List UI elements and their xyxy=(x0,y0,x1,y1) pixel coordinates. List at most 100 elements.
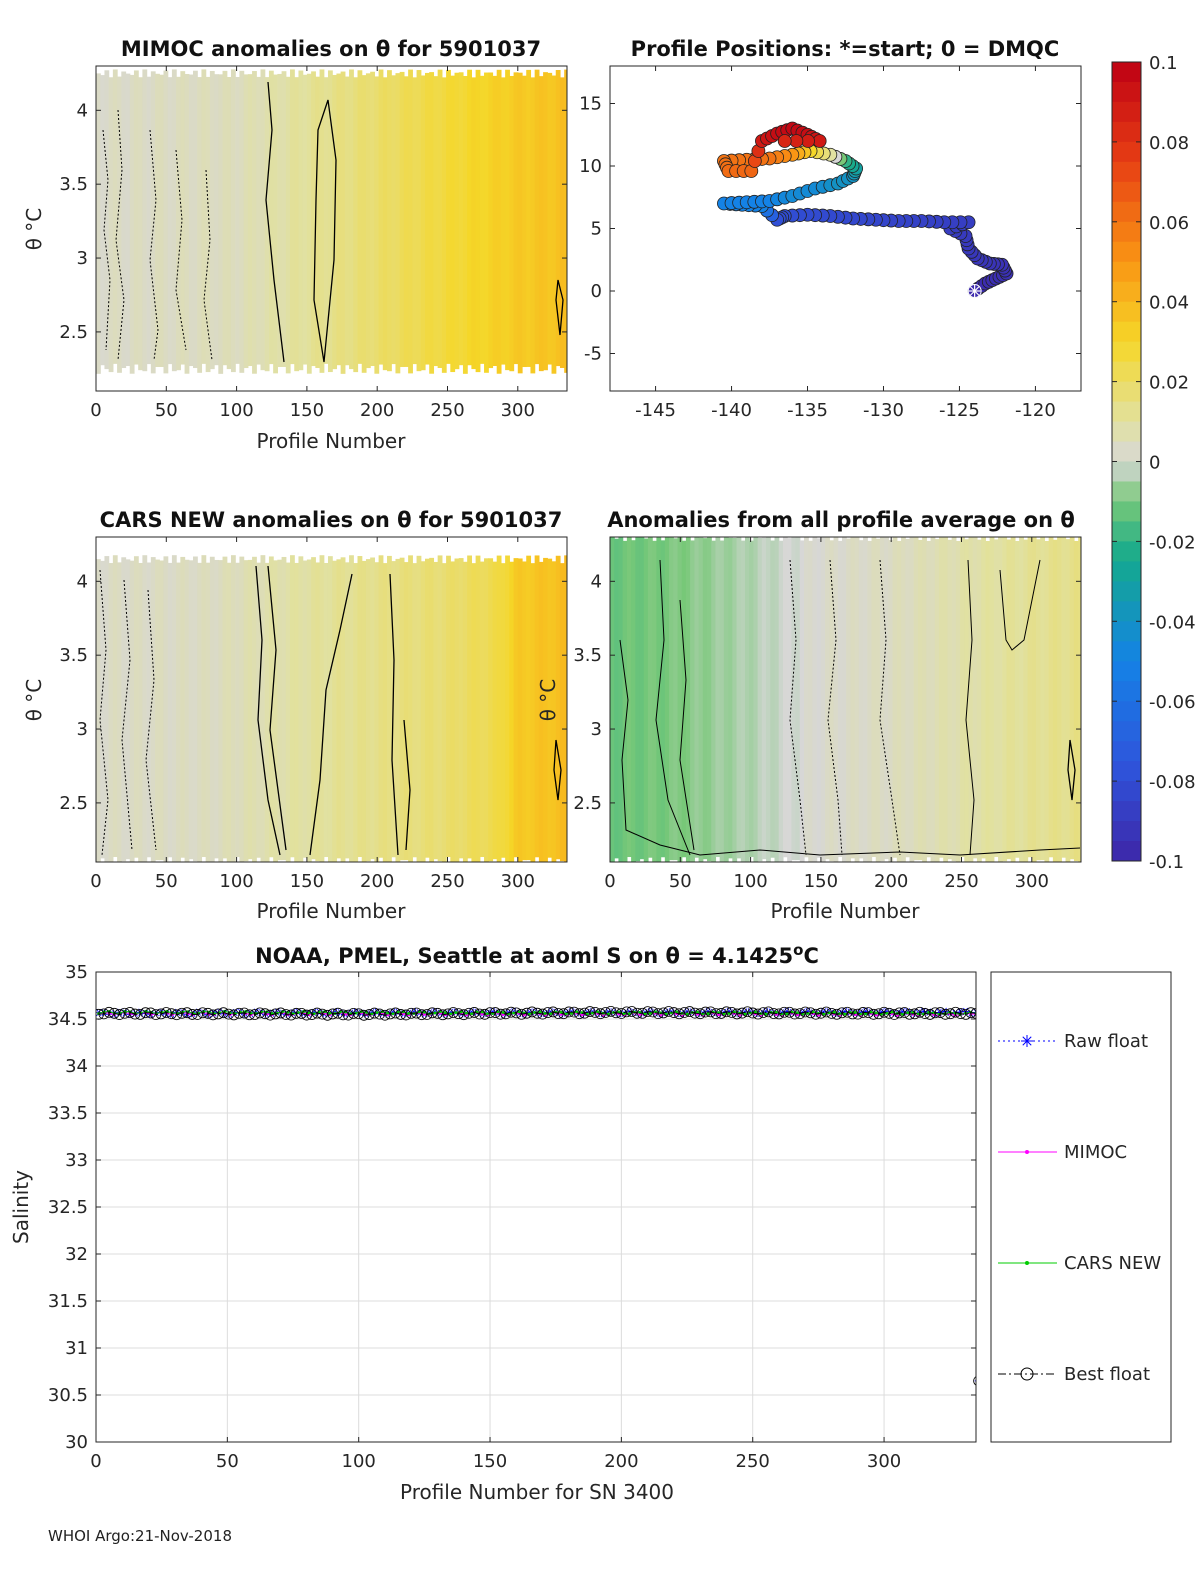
series-marker xyxy=(642,1006,654,1017)
colorbar-tick-label: 0.1 xyxy=(1149,53,1178,74)
heatmap-cell xyxy=(534,69,540,365)
colorbar-segment xyxy=(1112,241,1141,263)
series-marker xyxy=(369,1007,380,1019)
heatmap-cell xyxy=(319,69,325,373)
heatmap-cell xyxy=(429,72,435,374)
mimoc-xtick-label: 100 xyxy=(219,400,253,421)
series-marker xyxy=(742,1006,753,1018)
series-marker xyxy=(426,1007,438,1019)
colorbar-segment xyxy=(1112,441,1141,462)
heatmap-cell xyxy=(197,562,203,862)
colorbar-segment xyxy=(1112,141,1141,163)
heatmap-cell xyxy=(104,556,110,862)
salinity-series xyxy=(96,1005,981,1386)
heatmap-cell xyxy=(171,69,177,372)
heatmap-cell xyxy=(332,560,338,862)
series-marker xyxy=(768,1008,780,1019)
heatmap-cell xyxy=(892,537,898,858)
series-marker xyxy=(405,1007,417,1019)
cars-ytick-label: 2.5 xyxy=(59,793,88,814)
series-marker xyxy=(474,1008,485,1020)
series-marker xyxy=(721,1006,732,1018)
colorbar-segment xyxy=(1112,641,1141,662)
heatmap-cell xyxy=(247,559,253,860)
heatmap-cell xyxy=(138,562,143,862)
positions-xtick-label: -120 xyxy=(1015,400,1056,421)
series-marker xyxy=(636,1007,648,1019)
cars-title: CARS NEW anomalies on θ for 5901037 xyxy=(100,508,563,532)
heatmap-cell xyxy=(559,77,565,368)
heatmap-cell xyxy=(782,537,788,858)
heatmap-cell xyxy=(820,537,826,862)
heatmap-cell xyxy=(450,75,456,373)
series-marker xyxy=(166,1008,177,1020)
heatmap-cell xyxy=(349,555,354,862)
salinity-ytick-label: 33.5 xyxy=(48,1103,88,1124)
series-marker xyxy=(752,1008,764,1020)
heatmap-cell xyxy=(795,537,801,861)
series-marker xyxy=(207,1009,219,1021)
legend-label: Raw float xyxy=(1064,1031,1148,1052)
heatmap-cell xyxy=(509,561,515,862)
series-marker xyxy=(648,1011,652,1015)
heatmap-cell xyxy=(656,537,662,862)
average-x-axis: 0 50 100 150 200 250 300 xyxy=(604,537,1049,892)
series-marker xyxy=(533,1011,537,1015)
heatmap-cell xyxy=(564,555,567,862)
colorbar-segment xyxy=(1112,561,1141,582)
series-marker xyxy=(433,1011,437,1015)
heatmap-cell xyxy=(382,77,388,371)
heatmap-cell xyxy=(1040,537,1046,861)
heatmap-cell xyxy=(311,557,316,860)
heatmap-cell xyxy=(951,537,957,862)
heatmap-cell xyxy=(517,72,523,374)
positions-ytick-label: 10 xyxy=(579,156,602,177)
series-marker xyxy=(280,1009,292,1020)
heatmap-cell xyxy=(1027,537,1033,858)
heatmap-cell xyxy=(370,557,375,860)
series-marker xyxy=(527,1012,531,1016)
heatmap-cell xyxy=(677,537,683,862)
colorbar-segment xyxy=(1112,801,1141,822)
heatmap-cell xyxy=(947,539,953,860)
legend-label: CARS NEW xyxy=(1064,1253,1161,1274)
colorbar-ticks: 0.1 0.08 0.06 0.04 0.02 0 -0.02 -0.04 -0.06 -0.08… xyxy=(1112,53,1196,873)
series-marker xyxy=(764,1012,768,1016)
series-marker xyxy=(453,1008,464,1020)
series-marker xyxy=(973,1376,976,1386)
series-marker xyxy=(328,1011,332,1015)
colorbar-tick-label: -0.02 xyxy=(1149,532,1196,553)
series-marker xyxy=(192,1009,203,1020)
heatmap-cell xyxy=(471,77,477,370)
heatmap-cell xyxy=(268,70,274,365)
series-marker xyxy=(437,1009,449,1021)
positions-ytick-label: 0 xyxy=(591,281,602,302)
series-marker xyxy=(443,1011,447,1015)
series-marker xyxy=(458,1009,470,1021)
series-marker xyxy=(939,1008,951,1020)
heatmap-cell xyxy=(522,75,527,368)
series-marker xyxy=(977,1377,981,1384)
heatmap-cell xyxy=(108,563,114,862)
salinity-ytick-label: 31 xyxy=(65,1338,88,1359)
heatmap-cell xyxy=(888,540,894,862)
series-marker xyxy=(852,1008,864,1020)
heatmap-cell xyxy=(256,76,262,365)
salinity-title: NOAA, PMEL, Seattle at aoml S on θ = 4.1… xyxy=(255,941,819,968)
series-marker xyxy=(722,1012,726,1016)
heatmap-cell xyxy=(471,563,477,862)
heatmap-cell xyxy=(488,558,494,862)
heatmap-cell xyxy=(340,557,346,862)
heatmap-cell xyxy=(450,561,456,862)
series-marker xyxy=(757,1007,769,1019)
series-marker xyxy=(973,1008,976,1014)
average-xtick-label: 0 xyxy=(604,871,615,892)
heatmap-cell xyxy=(306,559,312,862)
series-marker xyxy=(904,1008,915,1020)
heatmap-cell xyxy=(222,70,228,366)
series-marker xyxy=(516,1008,527,1020)
heatmap-cell xyxy=(1048,537,1054,858)
mimoc-ytick-label: 3.5 xyxy=(59,174,88,195)
series-marker xyxy=(484,1007,496,1019)
heatmap-cell xyxy=(1052,539,1058,862)
